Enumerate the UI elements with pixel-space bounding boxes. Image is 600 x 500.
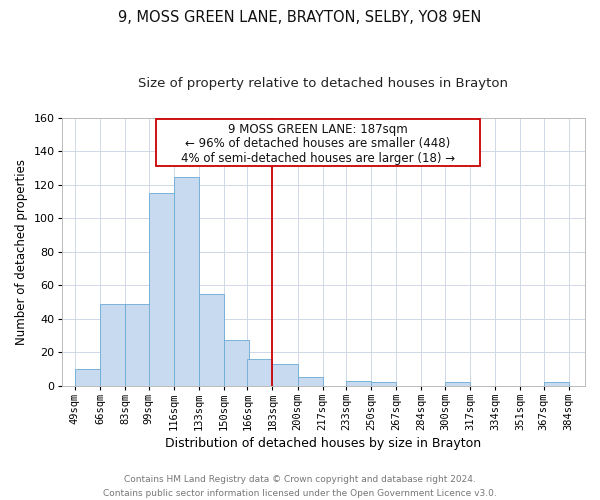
Bar — [445, 382, 470, 386]
Bar — [247, 359, 272, 386]
Y-axis label: Number of detached properties: Number of detached properties — [15, 159, 28, 345]
Bar — [544, 382, 569, 386]
X-axis label: Distribution of detached houses by size in Brayton: Distribution of detached houses by size … — [165, 437, 481, 450]
Bar — [199, 294, 224, 386]
Text: ← 96% of detached houses are smaller (448): ← 96% of detached houses are smaller (44… — [185, 137, 451, 150]
Bar — [224, 340, 249, 386]
Text: Contains HM Land Registry data © Crown copyright and database right 2024.
Contai: Contains HM Land Registry data © Crown c… — [103, 476, 497, 498]
Title: Size of property relative to detached houses in Brayton: Size of property relative to detached ho… — [139, 78, 508, 90]
Text: 4% of semi-detached houses are larger (18) →: 4% of semi-detached houses are larger (1… — [181, 152, 455, 165]
Bar — [149, 194, 173, 386]
Text: 9 MOSS GREEN LANE: 187sqm: 9 MOSS GREEN LANE: 187sqm — [228, 122, 408, 136]
FancyBboxPatch shape — [156, 120, 481, 166]
Bar — [173, 176, 199, 386]
Bar — [346, 380, 371, 386]
Bar — [298, 378, 323, 386]
Bar — [75, 369, 100, 386]
Bar — [125, 304, 150, 386]
Bar — [272, 364, 298, 386]
Text: 9, MOSS GREEN LANE, BRAYTON, SELBY, YO8 9EN: 9, MOSS GREEN LANE, BRAYTON, SELBY, YO8 … — [118, 10, 482, 25]
Bar — [371, 382, 396, 386]
Bar — [100, 304, 125, 386]
